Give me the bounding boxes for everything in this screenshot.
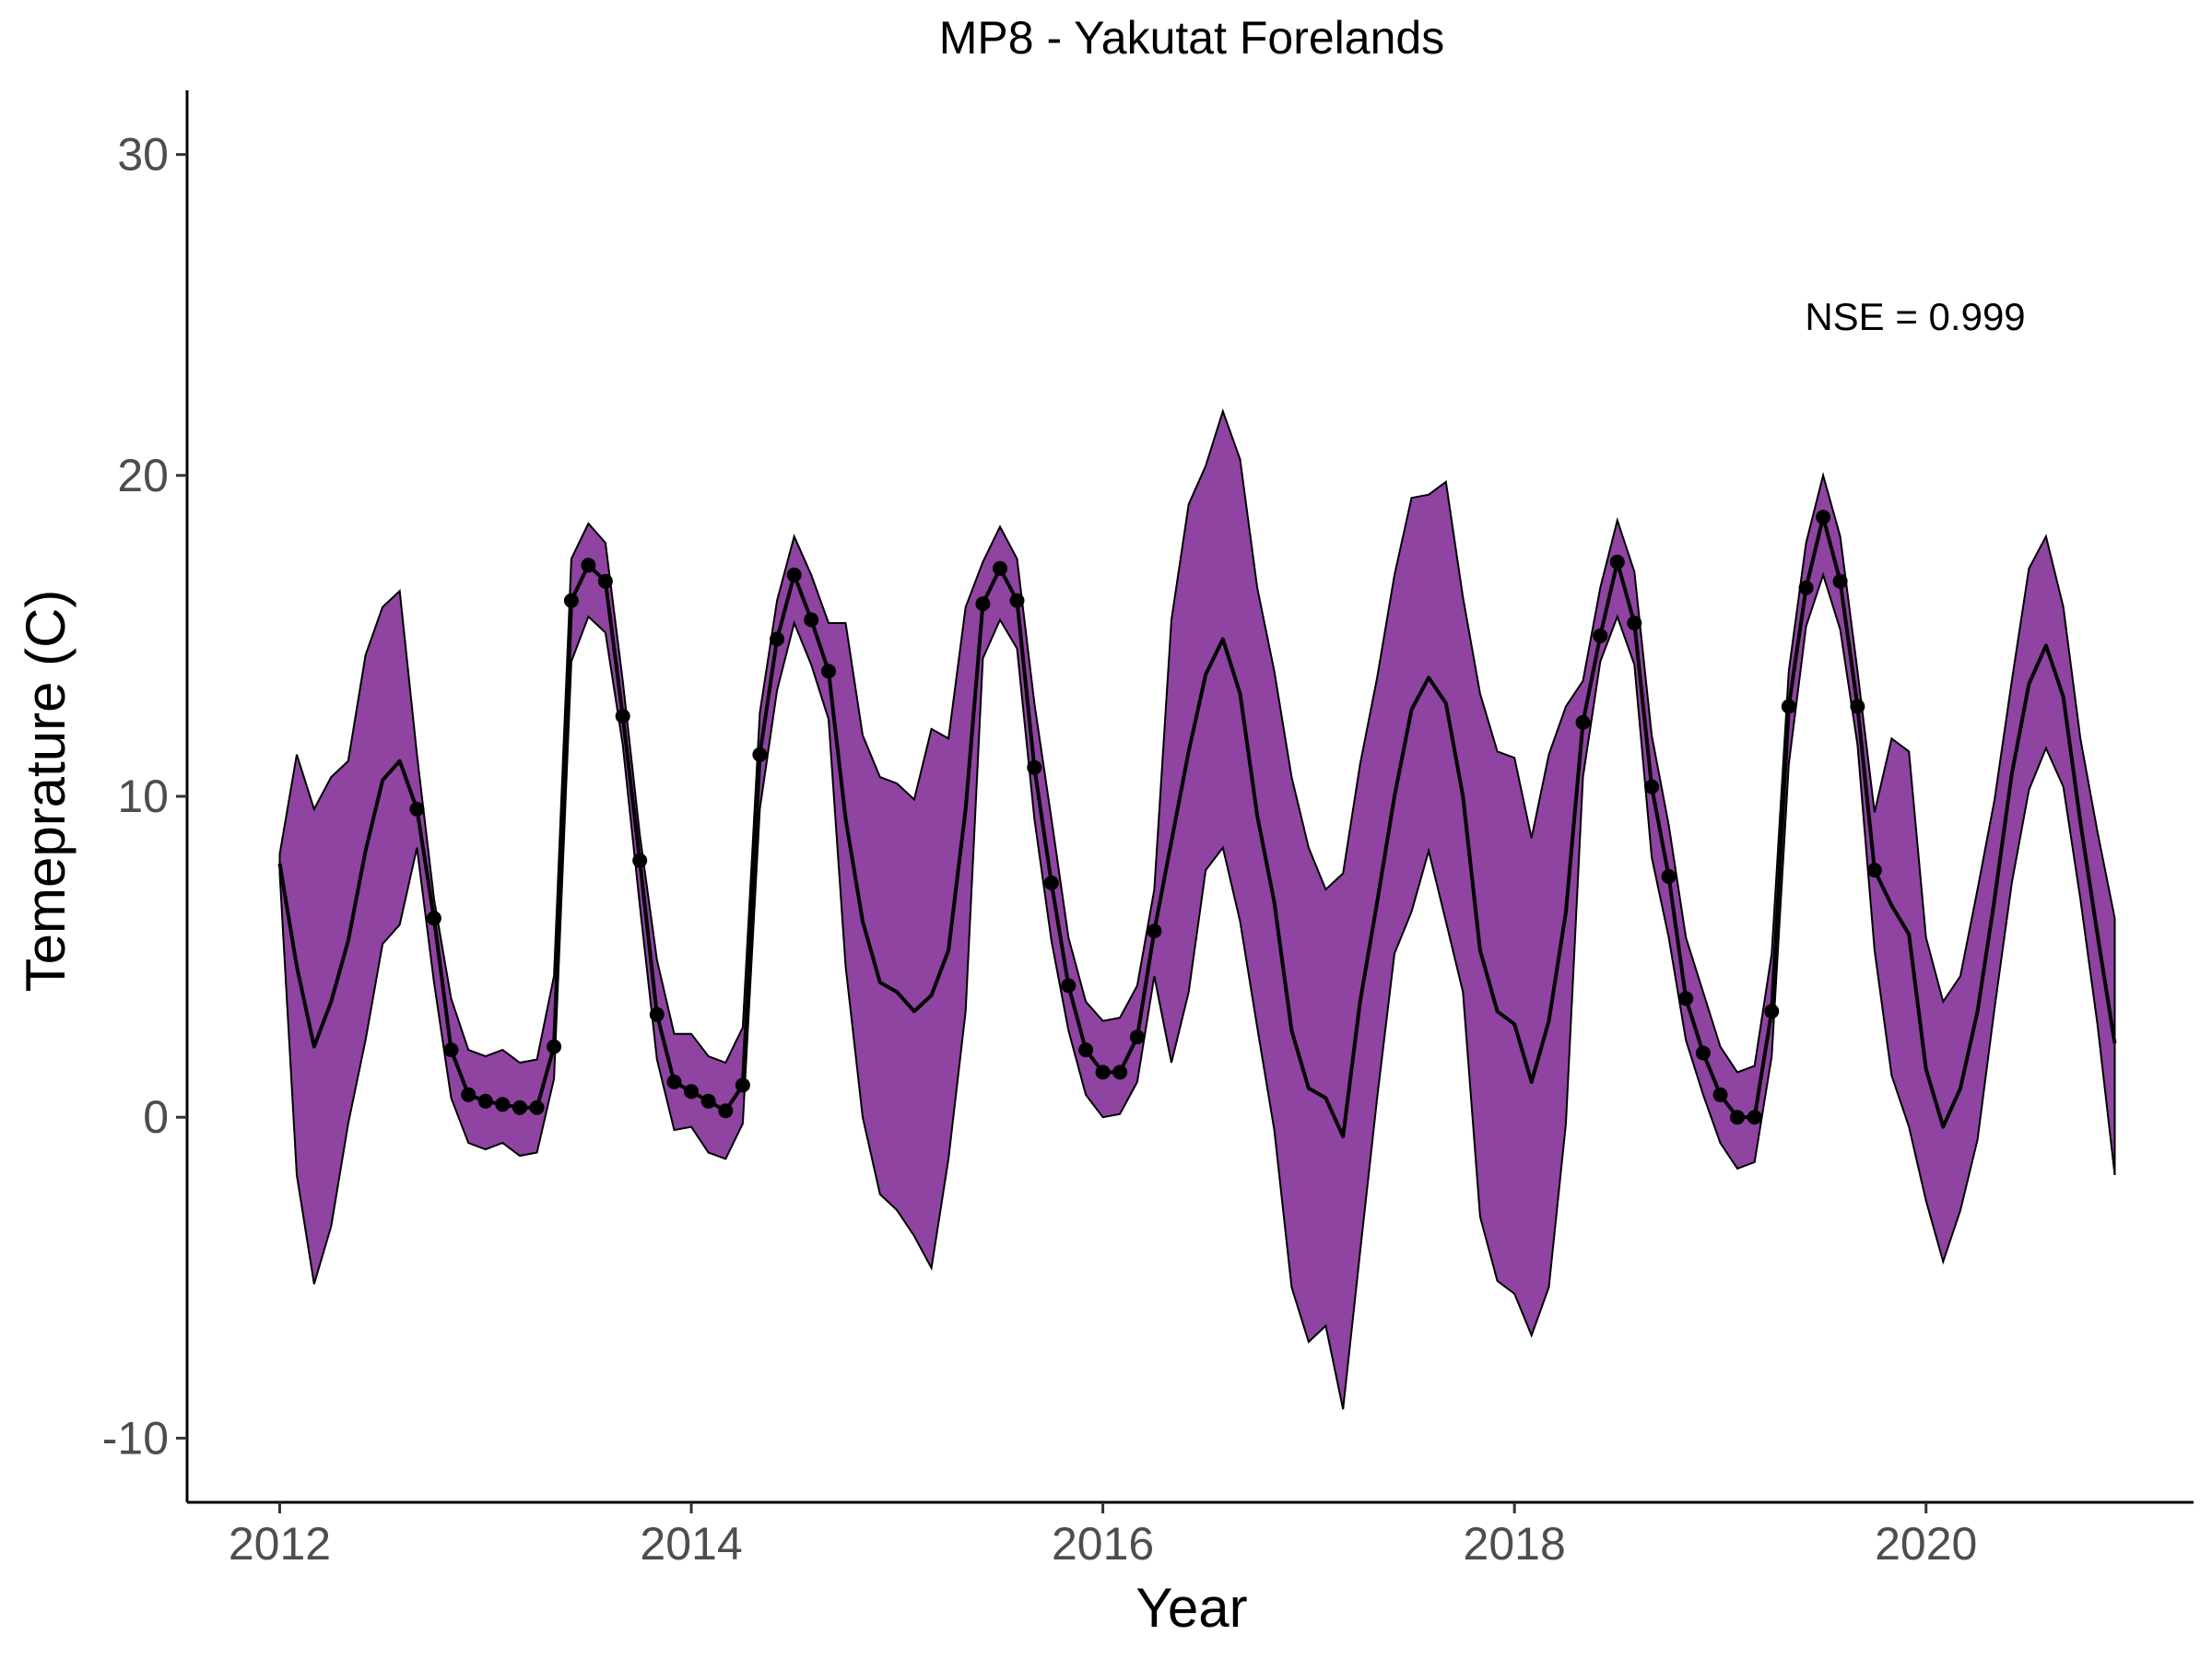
data-point [1730, 1110, 1745, 1125]
x-tick-label: 2016 [1052, 1518, 1154, 1570]
data-point [1061, 978, 1077, 994]
data-point [804, 612, 819, 628]
x-tick-label: 2018 [1464, 1518, 1566, 1570]
data-point [1747, 1110, 1762, 1125]
plot-area [277, 408, 2117, 1410]
data-point [1112, 1065, 1128, 1080]
data-point [1129, 1030, 1145, 1045]
data-point [649, 1006, 665, 1022]
data-point [495, 1097, 511, 1112]
chart-title: MP8 - Yakutat Forelands [939, 12, 1444, 64]
data-point [1850, 699, 1865, 714]
data-point [547, 1039, 562, 1054]
data-point [1781, 699, 1796, 714]
data-point [1832, 573, 1848, 589]
x-tick-label: 2014 [640, 1518, 742, 1570]
data-point [1866, 863, 1882, 878]
y-tick-label: 10 [117, 771, 169, 822]
data-point [735, 1077, 750, 1093]
data-point [1095, 1065, 1111, 1080]
data-point [1816, 510, 1831, 525]
x-tick-label: 2012 [229, 1518, 331, 1570]
data-point [1712, 1087, 1728, 1102]
data-point [1009, 593, 1025, 608]
data-point [1027, 759, 1042, 775]
data-point [597, 573, 613, 589]
data-point [426, 911, 441, 926]
nse-annotation: NSE = 0.999 [1805, 295, 2025, 338]
data-point [684, 1084, 699, 1100]
data-point [1078, 1042, 1094, 1058]
data-point [615, 709, 630, 724]
data-point [666, 1074, 682, 1089]
data-point [1593, 628, 1608, 643]
data-point [1575, 714, 1591, 730]
data-point [1627, 616, 1642, 630]
data-point [752, 747, 768, 762]
x-tick-label: 2020 [1875, 1518, 1977, 1570]
data-point [1147, 924, 1162, 939]
data-point [975, 596, 991, 612]
data-point [477, 1093, 493, 1109]
data-point [581, 558, 596, 573]
data-point [993, 560, 1007, 576]
data-point [770, 631, 785, 647]
axes: -10 0 10 20 30 2012 2014 2016 2018 2020 [102, 90, 2194, 1570]
data-point [1764, 1004, 1780, 1019]
x-axis-title: Year [1135, 1577, 1247, 1639]
data-point [786, 567, 802, 582]
data-point [1798, 580, 1814, 595]
data-point [1678, 991, 1694, 1006]
data-point [718, 1103, 734, 1119]
y-tick-label: 0 [143, 1091, 169, 1143]
data-point [461, 1087, 477, 1102]
y-tick-label: 30 [117, 129, 169, 181]
y-tick-label: -10 [102, 1412, 169, 1464]
data-point [512, 1100, 527, 1115]
data-point [1695, 1045, 1711, 1061]
data-point [1043, 876, 1059, 890]
data-point [1661, 869, 1677, 884]
data-point [1644, 779, 1660, 794]
data-point [821, 664, 836, 679]
data-point [700, 1093, 716, 1109]
y-tick-label: 20 [117, 450, 169, 501]
y-axis-title: Temeprature (C) [15, 590, 76, 993]
data-point [443, 1042, 459, 1058]
data-point [632, 853, 648, 868]
data-point [1609, 554, 1625, 570]
uncertainty-band [278, 408, 2116, 1410]
data-point [409, 801, 425, 817]
data-point [529, 1100, 545, 1115]
data-point [563, 593, 579, 608]
